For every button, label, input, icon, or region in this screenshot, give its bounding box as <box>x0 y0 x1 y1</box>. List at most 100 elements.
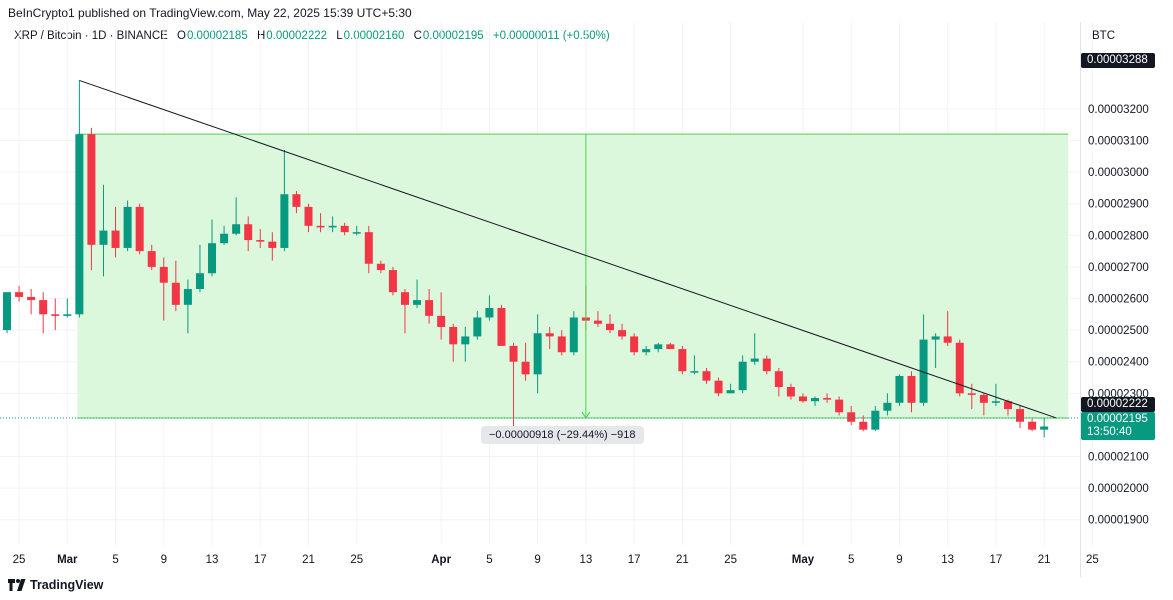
close-key: C <box>413 30 422 42</box>
candle-body <box>304 206 313 226</box>
countdown-timer: 13:50:40 <box>1087 426 1132 438</box>
candle-body <box>919 339 928 403</box>
candle-body <box>268 241 277 248</box>
candle-body <box>292 194 301 207</box>
candle-body <box>943 336 952 343</box>
candle-body <box>666 344 675 350</box>
range-zone-fill <box>77 134 1069 418</box>
date-tick-label: 5 <box>486 554 492 566</box>
candle-body <box>811 398 820 402</box>
date-tick-label: 21 <box>302 554 315 566</box>
candle-body <box>738 361 747 391</box>
candle-body <box>51 314 60 316</box>
change-value: +0.00000011 (+0.50%) <box>492 30 610 42</box>
candle-body <box>147 251 156 267</box>
candle-body <box>798 396 807 402</box>
candle-body <box>931 336 940 340</box>
candle-body <box>654 344 663 350</box>
candle-body <box>364 232 373 264</box>
time-axis: 25 Mar 5 9 13 17 21 25 Apr 5 9 13 17 21 25 May 5 9 13 17 21 2… <box>13 554 1099 566</box>
date-tick-label: 13 <box>941 554 954 566</box>
date-tick-label: 25 <box>1086 554 1099 566</box>
last-price-tag: 0.00002195 13:50:40 <box>1081 412 1155 440</box>
candle-body <box>3 292 11 331</box>
candle-body <box>388 270 397 293</box>
candle-body <box>1003 401 1012 410</box>
date-tick-label: 17 <box>628 554 641 566</box>
price-tick-label: 0.00002700 <box>1088 262 1149 274</box>
candle-body <box>135 206 144 252</box>
candle-body <box>606 323 614 331</box>
candle-body <box>967 393 976 395</box>
candle-body <box>437 315 446 327</box>
date-tick-label: 5 <box>112 554 118 566</box>
candle-body <box>545 333 554 337</box>
date-tick-label: 9 <box>534 554 540 566</box>
date-tick-label: 5 <box>848 554 854 566</box>
date-tick-label: 21 <box>1038 554 1051 566</box>
candle-body <box>195 273 204 290</box>
date-tick-label: 9 <box>161 554 167 566</box>
high-value: 0.00002222 <box>266 30 328 42</box>
price-tick-label: 0.00003100 <box>1088 136 1149 148</box>
candle-body <box>280 194 289 248</box>
price-axis: 0.00003200 0.00003100 0.00003000 0.00002900… <box>1088 104 1149 527</box>
candle-body <box>1040 426 1049 430</box>
candle-body <box>883 402 892 411</box>
date-tick-label: 9 <box>896 554 902 566</box>
candle-body <box>750 358 759 362</box>
candle-body <box>413 300 422 305</box>
candle-body <box>425 300 434 316</box>
price-tick-label: 0.00002600 <box>1088 294 1149 306</box>
candle-body <box>183 289 192 305</box>
candle-body <box>244 224 253 241</box>
candle-body <box>39 300 48 315</box>
date-tick-label: 13 <box>579 554 592 566</box>
candle-body <box>63 314 72 316</box>
candle-body <box>220 233 229 244</box>
price-tick-label: 0.00003200 <box>1088 104 1149 116</box>
date-tick-label: 25 <box>350 554 363 566</box>
low-value: 0.00002160 <box>343 30 405 42</box>
candle-body <box>835 399 844 413</box>
high-price-tag: 0.00003288 <box>1081 53 1155 68</box>
date-tick-label: May <box>792 554 815 566</box>
high-key: H <box>256 30 266 42</box>
candle-body <box>509 345 518 362</box>
candle-body <box>521 361 530 375</box>
candle-body <box>774 371 783 387</box>
open-value: 0.00002185 <box>186 30 248 42</box>
candle-body <box>159 266 168 283</box>
candle-body <box>27 296 36 301</box>
candle-body <box>111 230 120 248</box>
price-tick-label: 0.00002100 <box>1088 452 1149 464</box>
candle-body <box>859 421 868 430</box>
candle-body <box>256 240 265 242</box>
price-tick-label: 0.00002900 <box>1088 199 1149 211</box>
measure-label: −0.00000918 (−29.44%) −918 <box>481 426 644 444</box>
candle-body <box>907 375 916 403</box>
candle-body <box>316 225 325 228</box>
price-tick-label: 0.00001900 <box>1088 515 1149 527</box>
candle-body <box>461 336 470 345</box>
date-tick-label: Mar <box>57 554 78 566</box>
tradingview-logo-icon <box>8 579 26 591</box>
symbol-label[interactable]: XRP / Bitcoin · 1D · BINANCE <box>14 30 168 42</box>
candle-body <box>1016 409 1025 422</box>
price-tick-label: 0.00002800 <box>1088 230 1149 242</box>
price-axis-border <box>1080 22 1081 577</box>
candle-body <box>955 342 964 394</box>
measure-arrowhead <box>581 411 591 419</box>
candle-body <box>99 230 108 245</box>
candle-body <box>847 412 856 422</box>
level-price-tag: 0.00002222 <box>1081 397 1155 412</box>
candle-body <box>786 386 795 397</box>
drawing-overlays <box>0 79 1080 419</box>
candle-body <box>690 371 699 373</box>
candle-body <box>979 394 988 403</box>
publisher-line: BeInCrypto1 published on TradingView.com… <box>8 6 412 20</box>
currency-label[interactable]: BTC <box>1092 30 1115 42</box>
candle-body <box>75 134 84 315</box>
tradingview-brand[interactable]: TradingView <box>8 578 103 592</box>
